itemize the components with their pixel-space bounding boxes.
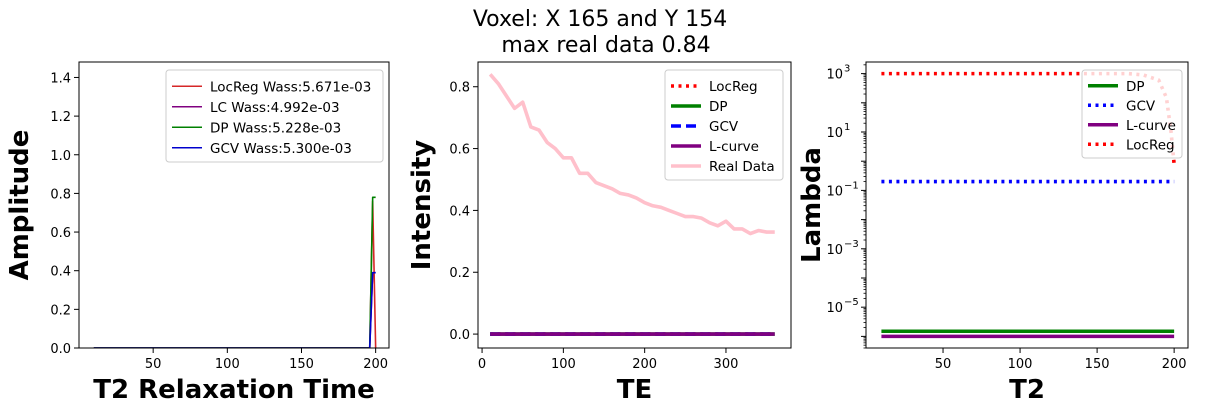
y-tick-label: 0.8 — [449, 81, 470, 96]
legend: LocReg DP GCV L-curve Real Data — [664, 69, 784, 181]
legend-entry: LC Wass:4.992e-03 — [210, 100, 340, 116]
legend-entry: GCV Wass:5.300e-03 — [210, 141, 352, 157]
x-tick-label: 200 — [632, 357, 657, 372]
x-tick-label: 50 — [935, 357, 952, 372]
x-tick-label: 0 — [478, 357, 486, 372]
legend-entry: GCV — [709, 119, 739, 135]
legend-entry: L-curve — [709, 139, 759, 155]
y-tick-label: 10 — [826, 126, 843, 141]
y-tick-label: 10 — [826, 68, 843, 83]
y-tick-label: 10 — [826, 301, 843, 316]
y-axis-label: Amplitude — [5, 130, 35, 281]
y-tick-label: 0.0 — [50, 342, 71, 357]
y-tick-label: 10 — [826, 243, 843, 258]
x-tick-label: 150 — [1085, 357, 1110, 372]
legend-entry: DP — [1126, 79, 1145, 95]
x-tick-label: 200 — [1162, 357, 1187, 372]
amplitude-panel: 50 100 150 200 0.0 0.2 0.4 0.6 0.8 1.0 1.2 1.4 T2 Re… — [5, 61, 390, 405]
y-tick-exponent: −5 — [844, 297, 859, 308]
series-line-5 — [488, 73, 775, 236]
legend-entry: DP — [709, 99, 728, 115]
x-tick-label: 300 — [714, 357, 739, 372]
figure-title-line1: Voxel: X 165 and Y 154 — [473, 7, 727, 32]
y-axis-label: Intensity — [407, 140, 437, 271]
x-tick-label: 150 — [289, 357, 314, 372]
figure-title-line2: max real data 0.84 — [501, 33, 710, 58]
y-tick-label: 10 — [826, 184, 843, 199]
legend-entry: LocReg — [709, 79, 758, 95]
legend: LocReg Wass:5.671e-03 LC Wass:4.992e-03 DP… — [165, 69, 384, 163]
legend-entry: L-curve — [1126, 118, 1176, 134]
y-tick-label: 1.2 — [50, 110, 71, 125]
x-tick-label: 100 — [551, 357, 576, 372]
legend: DP GCV L-curve LocReg — [1081, 69, 1183, 159]
legend-entry: LocReg — [1126, 137, 1175, 153]
axes-frame — [78, 61, 390, 349]
y-tick-label: 1.0 — [50, 149, 71, 164]
y-tick-label: 0.6 — [449, 143, 470, 158]
axes-frame — [865, 61, 1189, 349]
y-tick-label: 0.8 — [50, 187, 71, 202]
series-line-4 — [93, 271, 376, 348]
y-tick-exponent: 3 — [844, 64, 850, 75]
y-tick-label: 0.6 — [50, 226, 71, 241]
x-axis-label: TE — [617, 375, 653, 405]
plot-area — [488, 73, 775, 336]
y-tick-exponent: −3 — [844, 239, 859, 250]
series-line-3 — [93, 196, 376, 348]
legend-entry: GCV — [1126, 98, 1156, 114]
x-tick-label: 100 — [1008, 357, 1033, 372]
y-axis-label: Lambda — [797, 147, 827, 263]
x-tick-label: 100 — [215, 357, 240, 372]
x-tick-label: 200 — [363, 357, 388, 372]
y-tick-exponent: −1 — [844, 180, 859, 191]
series-line-2 — [93, 271, 376, 348]
axes-frame — [477, 61, 792, 349]
y-tick-label: 0.4 — [449, 204, 470, 219]
legend-entry: LocReg Wass:5.671e-03 — [210, 79, 371, 95]
intensity-panel: 0 100 200 300 0.0 0.2 0.4 0.6 0.8 TE Intensity LocR… — [407, 61, 792, 405]
plot-area — [93, 196, 377, 348]
y-tick-label: 1.4 — [50, 71, 71, 86]
x-axis-label: T2 Relaxation Time — [93, 375, 374, 405]
legend-entry: DP Wass:5.228e-03 — [210, 120, 341, 136]
y-tick-label: 0.0 — [449, 328, 470, 343]
legend-entry: Real Data — [709, 159, 775, 175]
y-tick-exponent: 1 — [844, 122, 850, 133]
x-tick-label: 50 — [145, 357, 162, 372]
series-line-1 — [93, 200, 377, 348]
y-tick-label: 0.2 — [50, 303, 71, 318]
y-tick-label: 0.2 — [449, 266, 470, 281]
y-tick-label: 0.4 — [50, 265, 71, 280]
x-axis-label: T2 — [1009, 375, 1045, 405]
